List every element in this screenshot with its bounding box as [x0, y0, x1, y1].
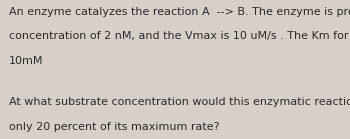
- Text: An enzyme catalyzes the reaction A  --> B. The enzyme is present at a: An enzyme catalyzes the reaction A --> B…: [9, 7, 350, 17]
- Text: 10mM: 10mM: [9, 56, 43, 66]
- Text: only 20 percent of its maximum rate?: only 20 percent of its maximum rate?: [9, 122, 219, 132]
- Text: At what substrate concentration would this enzymatic reaction be operating at: At what substrate concentration would th…: [9, 97, 350, 107]
- Text: concentration of 2 nM, and the Vmax is 10 uM/s . The Km for substrate A is: concentration of 2 nM, and the Vmax is 1…: [9, 31, 350, 41]
